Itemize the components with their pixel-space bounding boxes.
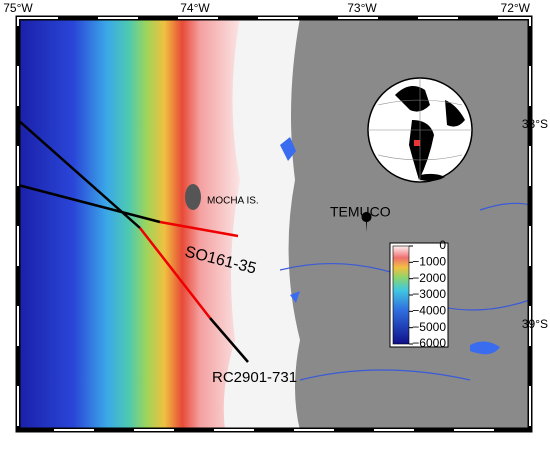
city-marker [361,212,372,232]
colorbar-label: −3000 [412,287,446,301]
bathymetry [18,18,240,430]
core-track-red [139,227,211,319]
core-label: RC2901-731 [212,369,297,386]
lat-label: 38°S [522,117,548,131]
lon-label: 72°W [501,1,531,15]
colorbar-label: −4000 [412,304,446,318]
lon-label: 74°W [180,1,210,15]
map-body: 0 −1000 −2000 −3000 −4000 −5000 −6000 MOCHA IS… [17,18,531,430]
colorbar-label: −6000 [412,336,446,350]
frame-ticks [17,17,531,431]
rivers [279,202,531,381]
lon-label: 73°W [347,1,377,15]
place-label: MOCHA IS. [207,196,259,207]
core-track [209,317,249,363]
colorbar-label: −2000 [412,271,446,285]
colorbar-label: −1000 [412,255,446,269]
colorbar-label: −5000 [412,320,446,334]
core-track-red [159,220,239,238]
globe [367,77,473,183]
place-label: TEMUCO [330,204,391,220]
colorbar-label: 0 [439,238,446,252]
mocha-island [185,184,201,210]
core-track [17,183,161,224]
core-track [17,119,141,229]
lat-label: 39°S [522,317,548,331]
colorbar: 0 −1000 −2000 −3000 −4000 −5000 −6000 [389,238,449,350]
lon-label: 75°W [3,1,33,15]
